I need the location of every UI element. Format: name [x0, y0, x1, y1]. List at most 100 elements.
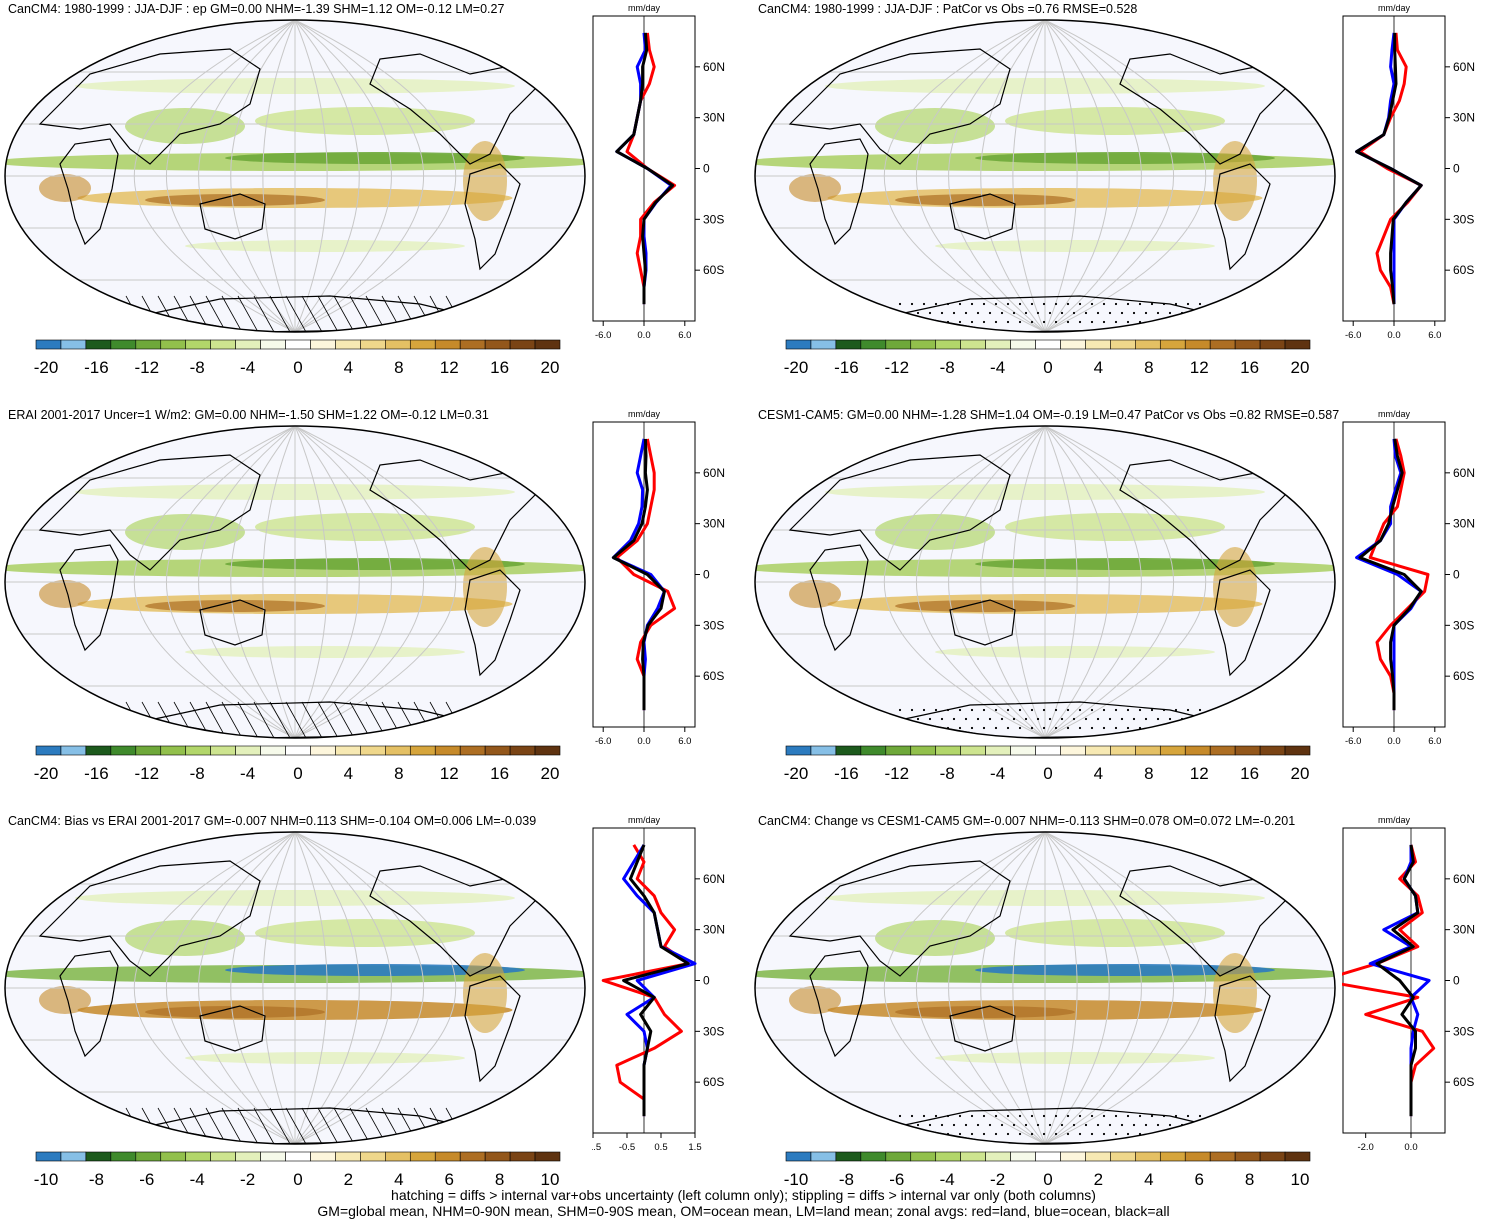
- colorbar-swatch: [310, 339, 336, 350]
- colorbar-label: 0: [293, 764, 302, 783]
- hatch-line: [301, 295, 323, 332]
- stipple-dot: [958, 302, 962, 306]
- colorbar-label: 12: [1190, 358, 1209, 377]
- colorbar-swatch: [385, 1151, 411, 1162]
- colorbar-swatch: [1060, 339, 1086, 350]
- colorbar-label: -16: [834, 358, 859, 377]
- stipple-dot: [1168, 717, 1172, 721]
- colorbar-label: -4: [940, 1170, 955, 1189]
- longitude-line: [230, 832, 296, 1144]
- stipple-dot: [1054, 1114, 1058, 1118]
- colorbar-label: 2: [344, 1170, 353, 1189]
- precip-band-5: [1005, 919, 1225, 947]
- colorbar-label: 4: [394, 1170, 403, 1189]
- stipple-dot: [1072, 717, 1076, 721]
- stipple-dot: [1066, 1114, 1070, 1118]
- colorbar-label: -20: [34, 358, 58, 377]
- stipple-dot: [1060, 311, 1064, 315]
- stipple-dot: [1000, 717, 1004, 721]
- lat-tick-label: 60N: [703, 60, 725, 74]
- stipple-dot: [946, 708, 950, 712]
- stipple-dot: [1168, 311, 1172, 315]
- colorbar-swatch: [1110, 745, 1136, 756]
- world-map: [754, 831, 1336, 1145]
- lat-tick-label: 30S: [703, 1024, 724, 1038]
- stipple-dot: [1018, 320, 1022, 324]
- stipple-dot: [1066, 726, 1070, 730]
- zonal-profile: mm/day 60N 30N 0 30S 60S -6.0 0.0 6.0: [592, 409, 725, 747]
- stipple-dot: [1024, 311, 1028, 315]
- colorbar-swatch: [160, 1151, 187, 1162]
- hatch-line: [301, 1107, 323, 1144]
- stipple-dot: [1006, 302, 1010, 306]
- profile-series-all: [611, 438, 666, 711]
- stipple-dot: [1090, 1132, 1094, 1136]
- x-tick-label: 1.5: [688, 1142, 701, 1153]
- stipple-dot: [1048, 1123, 1052, 1127]
- colorbar-swatch: [1010, 339, 1036, 350]
- colorbar-swatch: [60, 1151, 87, 1162]
- colorbar-swatch: [1010, 1151, 1036, 1162]
- panel-title: CESM1-CAM5: GM=0.00 NHM=-1.28 SHM=1.04 O…: [758, 408, 1340, 422]
- longitude-line: [1012, 426, 1046, 738]
- colorbar-swatch: [85, 339, 112, 350]
- stipple-dot: [1006, 1132, 1010, 1136]
- lat-tick-label: 60S: [703, 263, 724, 277]
- colorbar-swatch: [885, 339, 912, 350]
- colorbar-label: -12: [135, 764, 160, 783]
- longitude-line: [1044, 426, 1174, 738]
- colorbar-swatch: [459, 745, 486, 756]
- panel-title: CanCM4: 1980-1999 : JJA-DJF : PatCor vs …: [758, 2, 1138, 16]
- stipple-dot: [1162, 1132, 1166, 1136]
- stipple-dot: [910, 320, 914, 324]
- lat-tick-label: 0: [1453, 162, 1460, 176]
- world-map: [4, 19, 586, 333]
- precip-band-5: [255, 107, 475, 135]
- stipple-dot: [910, 708, 914, 712]
- colorbar-swatch: [360, 339, 386, 350]
- stipple-dot: [1162, 320, 1166, 324]
- stipple-dot: [982, 1114, 986, 1118]
- longitude-line: [294, 426, 456, 738]
- longitude-line: [230, 20, 296, 332]
- colorbar-swatch: [360, 1151, 386, 1162]
- colorbar-swatch: [1184, 1151, 1211, 1162]
- colorbar-swatch: [1060, 1151, 1086, 1162]
- longitude-line: [134, 832, 296, 1144]
- colorbar-label: 0: [1043, 764, 1052, 783]
- colorbar-label: -8: [940, 358, 955, 377]
- hatch-line: [205, 295, 227, 332]
- colorbar-swatch: [1209, 1151, 1236, 1162]
- colorbar: -20 -16 -12 -8 -4 0 4 8 12 16 20: [784, 339, 1311, 377]
- stipple-dot: [1030, 302, 1034, 306]
- precip-band-7: [1213, 953, 1257, 1033]
- lat-tick-label: 60N: [703, 872, 725, 886]
- stipple-dot: [1102, 726, 1106, 730]
- stipple-dot: [1114, 320, 1118, 324]
- colorbar-swatch: [810, 1151, 837, 1162]
- stipple-dot: [940, 717, 944, 721]
- precip-band-4: [895, 600, 1075, 612]
- zonal-profile: mm/day 60N 30N 0 30S 60S -6.0 0.0 6.0: [592, 3, 725, 341]
- precip-band-2: [975, 964, 1275, 976]
- stipple-dot: [1024, 717, 1028, 721]
- profile-series-land: [1342, 844, 1436, 1117]
- colorbar-swatch: [409, 339, 436, 350]
- lat-tick-label: 30N: [703, 517, 725, 531]
- colorbar-label: 0: [293, 1170, 302, 1189]
- precip-band-7: [1213, 547, 1257, 627]
- colorbar-label: 4: [1094, 358, 1103, 377]
- stipple-dot: [1018, 1114, 1022, 1118]
- longitude-line: [1044, 20, 1142, 332]
- profile-series-land: [1358, 32, 1423, 305]
- stipple-dot: [1006, 1114, 1010, 1118]
- stipple-dot: [946, 302, 950, 306]
- stipple-dot: [928, 311, 932, 315]
- colorbar-label: -16: [84, 764, 109, 783]
- longitude-line: [294, 832, 392, 1144]
- longitude-line: [1044, 20, 1078, 332]
- stipple-dot: [1174, 1132, 1178, 1136]
- profile-units: mm/day: [1378, 3, 1411, 13]
- profile-units: mm/day: [628, 409, 661, 419]
- colorbar-swatch: [1135, 339, 1161, 350]
